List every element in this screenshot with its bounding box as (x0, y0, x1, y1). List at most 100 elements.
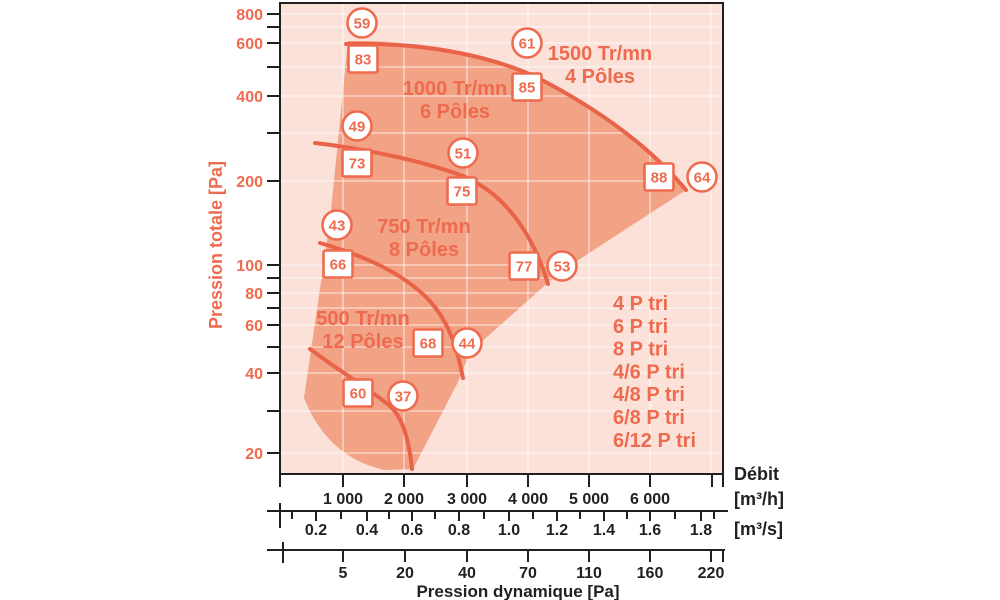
plot-border (279, 2, 724, 475)
y-tick-label: 60 (245, 318, 263, 335)
marker-value: 83 (355, 52, 372, 69)
operating-region (304, 40, 686, 471)
marker-value: 73 (349, 156, 366, 173)
y-tick-label: 20 (245, 446, 263, 463)
flow-m3s-tick-label: 1.4 (593, 522, 615, 539)
dyn-tick-label: 110 (576, 565, 602, 582)
dyn-tick-label: 220 (698, 565, 725, 582)
y-tick-label: 100 (236, 258, 263, 275)
flow-m3h-tick-label: 1 000 (323, 491, 363, 508)
marker-value: 43 (329, 218, 346, 235)
y-tick-label: 600 (236, 36, 263, 53)
dynamic-pressure-axis-title: Pression dynamique [Pa] (416, 582, 619, 600)
speed-labels: 1500 Tr/mn4 Pôles 1000 Tr/mn6 Pôles 750 Tr… (316, 43, 652, 353)
flow-m3s-tick-label: 0.2 (305, 522, 327, 539)
flow-axis-title: Débit (734, 464, 779, 484)
curve-500-trmn (308, 347, 414, 471)
legend-item: 4 P tri (613, 293, 668, 315)
marker-circle-61 (511, 27, 543, 59)
legend-item: 6 P tri (613, 316, 668, 338)
marker-circle-53 (546, 250, 578, 282)
marker-value: 44 (459, 336, 476, 353)
legend-item: 6/12 P tri (613, 430, 696, 452)
flow-m3s-tick-label: 1.0 (498, 522, 520, 539)
flow-m3s-axis: 0.2 0.4 0.6 0.8 1.0 1.2 1.4 1.6 1.8 (267, 503, 728, 539)
flow-m3h-tick-label: 2 000 (384, 491, 424, 508)
flow-m3s-tick-label: 0.4 (356, 522, 378, 539)
marker-value: 49 (349, 119, 366, 136)
speed-label-poles: 12 Pôles (322, 331, 403, 353)
marker-value: 53 (554, 259, 571, 276)
marker-circle-59 (346, 7, 378, 39)
flow-m3s-tick-label: 0.6 (401, 522, 423, 539)
marker-value: 59 (354, 16, 371, 33)
marker-square-66 (322, 249, 354, 279)
flow-m3h-tick-label: 3 000 (447, 491, 487, 508)
marker-value: 60 (350, 386, 367, 403)
flow-m3h-tick-label: 4 000 (508, 491, 548, 508)
y-tick-label: 80 (245, 286, 263, 303)
speed-label-rpm: 1000 Tr/mn (403, 78, 508, 100)
speed-label-poles: 6 Pôles (420, 101, 490, 123)
y-tick-label: 40 (245, 366, 263, 383)
flow-m3s-tick-label: 1.2 (546, 522, 568, 539)
speed-label-rpm: 1500 Tr/mn (548, 43, 653, 65)
dyn-tick-label: 5 (339, 565, 348, 582)
marker-circle-43 (321, 209, 353, 241)
flow-m3h-axis: 1 000 2 000 3 000 4 000 5 000 6 000 (279, 474, 724, 508)
dyn-tick-label: 70 (519, 565, 537, 582)
marker-value: 61 (519, 36, 536, 53)
marker-circle-64 (686, 161, 718, 193)
marker-circle-51 (447, 137, 479, 169)
y-tick-label: 800 (236, 7, 263, 24)
speed-label-poles: 8 Pôles (389, 239, 459, 261)
marker-circle-37 (387, 380, 419, 412)
dyn-tick-label: 160 (637, 565, 664, 582)
dynamic-pressure-axis: 5 20 40 70 110 160 220 (267, 542, 725, 582)
flow-m3h-unit-label: [m³/h] (734, 489, 784, 509)
marker-value: 88 (651, 170, 668, 187)
dyn-tick-label: 40 (458, 565, 476, 582)
speed-label-rpm: 750 Tr/mn (377, 216, 470, 238)
flow-m3s-tick-label: 1.6 (639, 522, 661, 539)
flow-m3s-unit-label: [m³/s] (734, 519, 783, 539)
legend-item: 4/8 P tri (613, 384, 685, 406)
flow-m3s-tick-label: 0.8 (448, 522, 470, 539)
y-axis-title: Pression totale [Pa] (206, 161, 226, 329)
marker-value: 64 (694, 170, 711, 187)
curve-markers: 59 83 61 85 88 64 49 73 51 75 77 53 43 66 68 44 60 37 (321, 7, 718, 412)
marker-square-88 (643, 162, 675, 192)
marker-square-77 (508, 251, 540, 281)
marker-value: 75 (454, 184, 471, 201)
legend-item: 4/6 P tri (613, 361, 685, 383)
marker-value: 68 (420, 336, 437, 353)
speed-label-rpm: 500 Tr/mn (316, 308, 409, 330)
marker-square-75 (446, 176, 478, 206)
legend-item: 8 P tri (613, 339, 668, 361)
speed-label-poles: 4 Pôles (565, 66, 635, 88)
marker-square-73 (341, 148, 373, 178)
marker-square-68 (412, 328, 444, 358)
marker-value: 77 (516, 259, 533, 276)
dyn-tick-label: 20 (396, 565, 414, 582)
chart-graphics: 800 600 400 200 100 80 60 40 20 1 000 2 000 3 000 4 … (236, 2, 728, 582)
marker-square-83 (347, 44, 379, 74)
flow-m3h-tick-label: 6 000 (630, 491, 670, 508)
marker-value: 85 (519, 80, 536, 97)
y-tick-label: 200 (236, 174, 263, 191)
marker-circle-44 (451, 327, 483, 359)
marker-square-85 (511, 72, 543, 102)
marker-circle-49 (341, 110, 373, 142)
marker-square-60 (342, 378, 374, 408)
flow-m3h-tick-label: 5 000 (569, 491, 609, 508)
marker-value: 66 (330, 257, 347, 274)
flow-m3s-tick-label: 1.8 (690, 522, 712, 539)
y-tick-label: 400 (236, 89, 263, 106)
marker-value: 51 (455, 146, 472, 163)
marker-value: 37 (395, 389, 412, 406)
y-axis: 800 600 400 200 100 80 60 40 20 (236, 7, 280, 463)
legend-item: 6/8 P tri (613, 407, 685, 429)
